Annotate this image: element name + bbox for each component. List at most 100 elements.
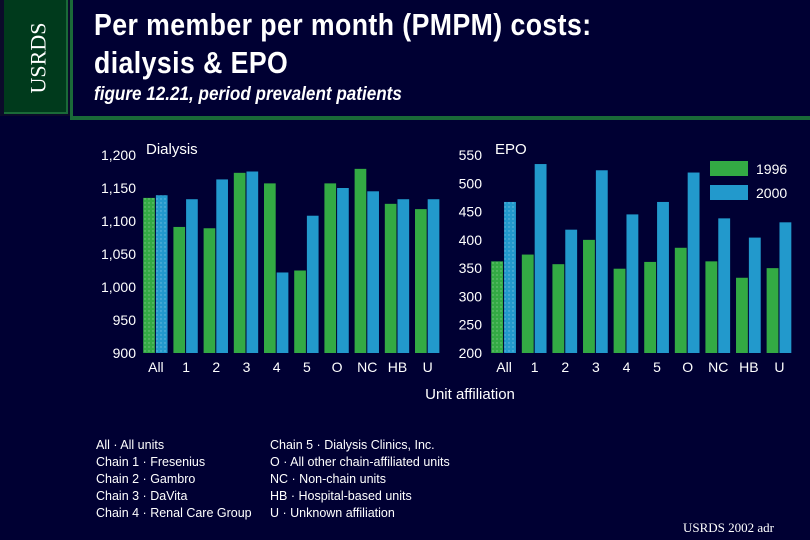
legend-label-1996: 1996 [756,161,787,177]
bar-1996-1 [173,226,186,353]
x-axis-label: Unit affiliation [425,386,515,403]
abbrev-other: O · All other chain-affiliated units [270,455,450,469]
bar-2000-5 [657,201,669,353]
bar-2000-o [687,172,700,353]
y-tick-label: 1,100 [101,213,136,229]
y-tick-label: 500 [459,175,483,191]
y-tick-label: 200 [459,345,483,361]
y-tick-label: 1,050 [101,246,136,262]
x-tick-label: All [496,359,512,375]
y-tick-label: 900 [113,345,137,361]
bar-charts: 900 950 1,000 1,050 1,100 1,150 1,200 Dialysis A… [101,141,792,403]
bar-1996-5 [294,270,306,353]
page-subtitle: figure 12.21, period prevalent patients [94,84,402,105]
bar-2000-4 [276,272,289,353]
bar-2000-5 [306,215,319,353]
x-tick-label: 4 [273,359,281,375]
x-tick-label: U [774,359,784,375]
bar-2000-3 [246,171,259,353]
x-tick-label: All [148,359,164,375]
y-tick-label: 950 [113,312,137,328]
footer-source: USRDS 2002 adr [682,520,774,535]
bar-2000-1 [534,164,547,353]
x-tick-label: 2 [561,359,569,375]
bar-1996-u [415,209,427,353]
bar-1996-o [674,247,687,353]
bar-texture [155,195,168,353]
y-tick-label: 1,150 [101,180,136,196]
x-tick-label: U [423,359,433,375]
bar-1996-o [324,183,337,353]
y-tick-label: 350 [459,260,483,276]
bar-2000-hb [397,199,410,353]
x-tick-label: 1 [182,359,190,375]
chart-panel-dialysis: 900 950 1,000 1,050 1,100 1,150 1,200 Dialysis A… [101,141,440,375]
x-tick-label: 5 [303,359,311,375]
bar-2000-1 [186,199,198,353]
bar-texture [143,197,155,353]
x-tick-label: NC [357,359,377,375]
bar-2000-4 [626,214,639,353]
x-tick-label: HB [739,359,758,375]
legend-label-2000: 2000 [756,185,787,201]
bar-1996-1 [521,254,534,353]
page-title: Per member per month (PMPM) costs: dialy… [94,6,696,82]
abbrev-chain2: Chain 2 · Gambro [96,472,196,486]
bar-1996-3 [233,172,246,353]
x-tick-label: 5 [653,359,661,375]
legend-swatch-2000 [710,185,748,200]
abbrev-hospital: HB · Hospital-based units [270,489,412,503]
y-tick-label: 300 [459,288,483,304]
bar-1996-hb [384,203,397,353]
legend-swatch-1996 [710,161,748,176]
bar-texture [491,261,504,353]
x-tick-label: NC [708,359,728,375]
header-divider [70,116,810,120]
x-tick-label: 1 [531,359,539,375]
y-tick-label: 250 [459,317,483,333]
usrds-logo: USRDS [25,8,50,108]
bar-2000-u [427,199,440,353]
title-line-2: dialysis & EPO [94,45,289,80]
abbrev-all: All · All units [96,438,165,452]
bar-2000-nc [718,218,731,353]
chart-title: EPO [495,141,527,158]
x-tick-label: HB [388,359,407,375]
x-tick-label: 2 [212,359,220,375]
bar-1996-4 [264,183,276,353]
bar-2000-2 [565,229,578,353]
y-tick-label: 1,000 [101,279,136,295]
bar-1996-nc [354,168,367,353]
logo-background [4,0,68,114]
chart-panel-epo: 200 250 300 350 400 450 500 550 EPO All 1 2 3 4 5 O NC HB… [459,141,792,375]
bar-1996-4 [613,268,626,353]
x-tick-label: O [332,359,343,375]
x-tick-label: 3 [592,359,600,375]
bar-1996-2 [203,228,216,353]
bar-1996-hb [736,277,748,353]
bar-1996-3 [583,239,595,353]
bar-2000-3 [595,170,608,353]
logo-panel: USRDS [0,0,72,116]
bar-2000-o [337,188,349,353]
bar-2000-2 [216,179,228,353]
bar-1996-2 [552,264,565,353]
abbrev-chain3: Chain 3 · DaVita [96,489,188,503]
y-tick-label: 550 [459,147,483,163]
bar-1996-u [766,268,779,353]
bar-1996-5 [644,261,657,353]
abbrev-unknown: U · Unknown affiliation [270,506,395,520]
x-tick-label: 3 [243,359,251,375]
chart-title: Dialysis [146,141,198,158]
y-tick-label: 450 [459,204,483,220]
header-divider-vertical [70,0,73,120]
x-tick-label: O [682,359,693,375]
abbrev-chain5: Chain 5 · Dialysis Clinics, Inc. [270,438,435,452]
abbrev-nonchain: NC · Non-chain units [270,472,387,486]
title-line-1: Per member per month (PMPM) costs: [94,7,592,42]
bar-2000-nc [367,191,379,353]
y-tick-label: 400 [459,232,483,248]
bar-1996-nc [705,261,718,353]
abbrev-chain1: Chain 1 · Fresenius [96,455,206,469]
bar-2000-hb [748,237,761,353]
